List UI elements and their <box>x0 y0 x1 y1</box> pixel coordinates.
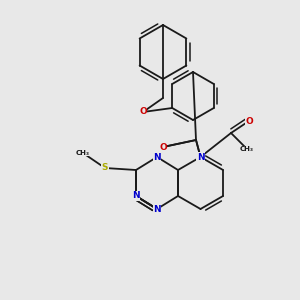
Text: CH₃: CH₃ <box>240 146 254 152</box>
Text: O: O <box>139 107 147 116</box>
Text: N: N <box>132 191 140 200</box>
Text: N: N <box>197 152 204 161</box>
Text: N: N <box>153 205 161 214</box>
Text: O: O <box>159 142 167 152</box>
Text: CH₃: CH₃ <box>76 150 90 156</box>
Text: S: S <box>102 164 108 172</box>
Text: N: N <box>153 152 161 161</box>
Text: O: O <box>245 116 253 125</box>
